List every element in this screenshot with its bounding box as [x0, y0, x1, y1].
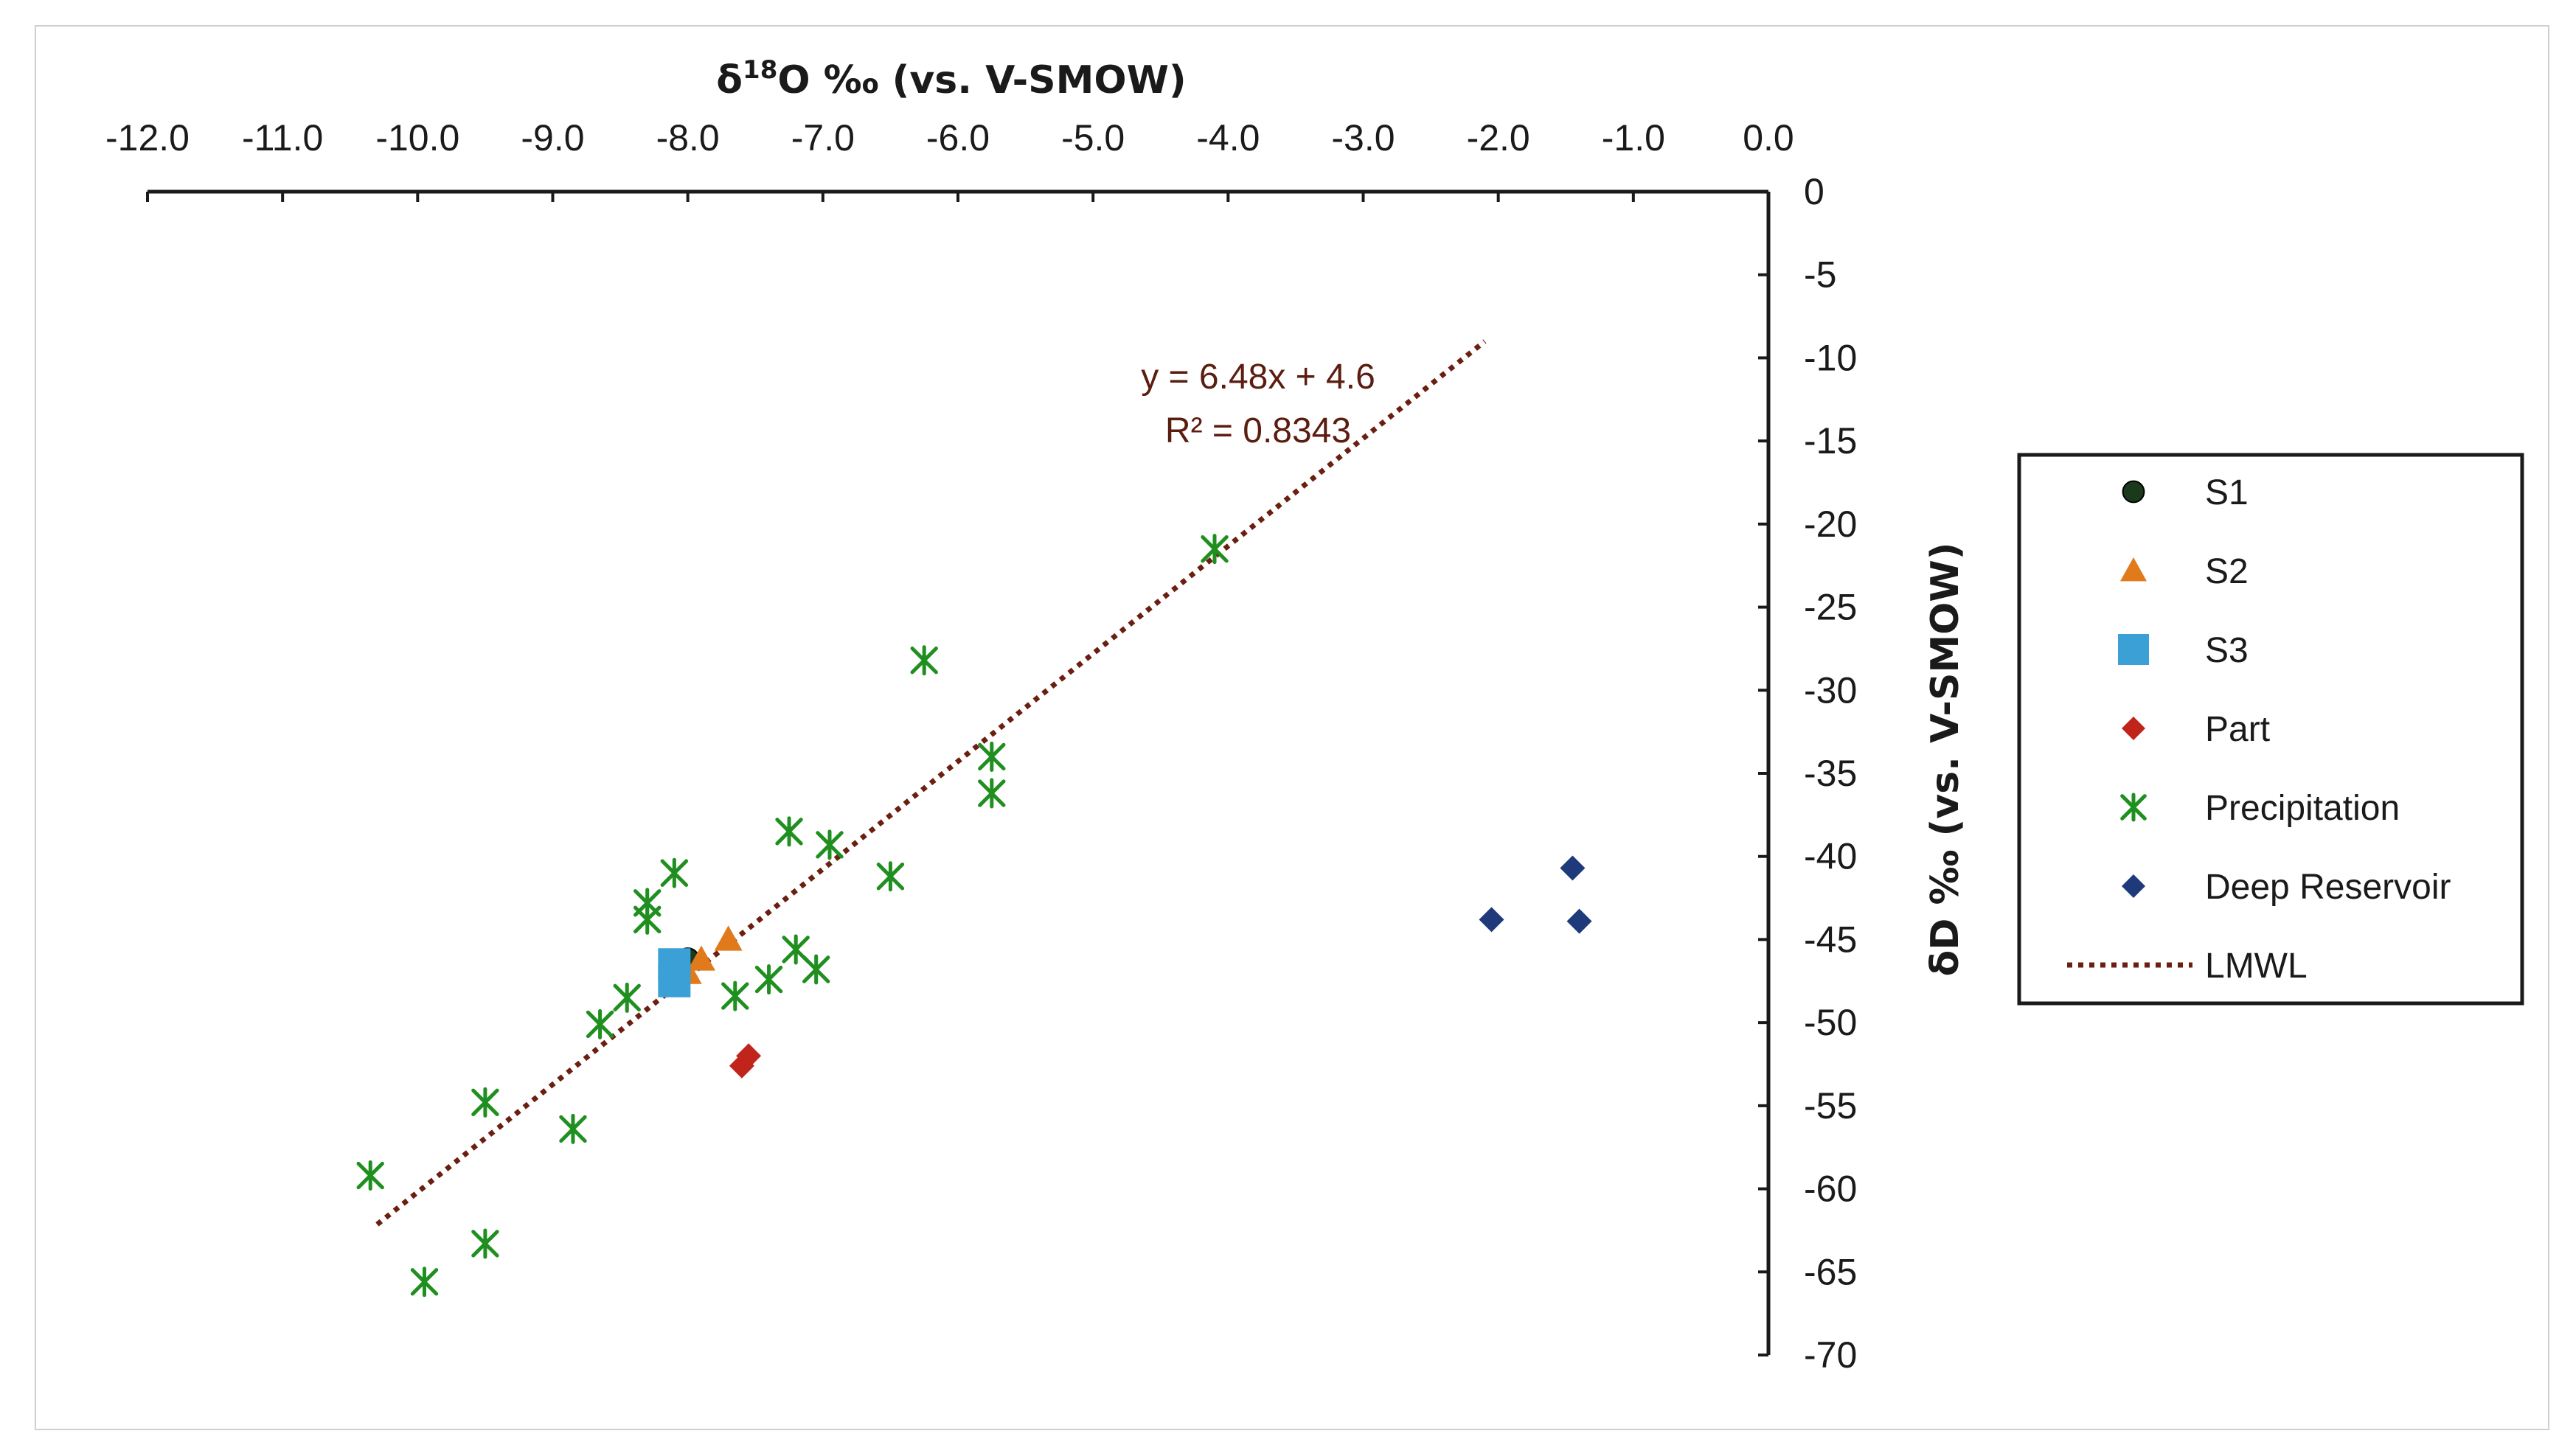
- x-axis-ticks: -12.0 -11.0 -10.0 -9.0 -8.0 -7.0 -6.0 -5.0 -4.0 -…: [105, 117, 1794, 202]
- x-tick-label: -4.0: [1196, 117, 1260, 159]
- precipitation-point: [802, 954, 830, 985]
- legend-label: LMWL: [2205, 947, 2308, 986]
- legend-box: [2017, 453, 2524, 1006]
- part-point: [729, 1053, 754, 1079]
- x-tick-label: -6.0: [926, 117, 990, 159]
- y-axis-ticks: 0 -5 -10 -15 -20 -25 -30 -35 -40 -45 -50 -55 -60 -65 -…: [1758, 171, 1857, 1376]
- precipitation-point: [1201, 534, 1229, 565]
- x-tick-label: -10.0: [375, 117, 459, 159]
- precipitation-point: [559, 1113, 587, 1144]
- x-tick-label: 0.0: [1743, 117, 1794, 159]
- legend-item-s1: S1: [2122, 473, 2249, 512]
- y-tick-label: -50: [1804, 1002, 1857, 1043]
- x-tick-label: -12.0: [105, 117, 190, 159]
- legend-symbol: [2122, 717, 2145, 740]
- x-tick-label: -5.0: [1061, 117, 1125, 159]
- precipitation-point: [978, 778, 1006, 809]
- data-points-layer: [356, 534, 1592, 1297]
- y-axis-title: δD ‰ (vs. V-SMOW): [1923, 542, 1968, 976]
- legend-item-lmwl: LMWL: [2067, 947, 2308, 986]
- legend-symbol: [2122, 480, 2145, 504]
- legend-symbol: [2120, 557, 2147, 582]
- trendline-layer: y = 6.48x + 4.6 R² = 0.8343: [375, 339, 1487, 1227]
- legend-item-precipitation: Precipitation: [2120, 789, 2400, 828]
- y-tick-label: -10: [1804, 337, 1857, 378]
- x-tick-label: -11.0: [242, 117, 323, 159]
- x-tick-label: -2.0: [1467, 117, 1530, 159]
- x-tick-label: -3.0: [1331, 117, 1395, 159]
- precipitation-point: [876, 861, 905, 892]
- series-s3: [658, 948, 691, 997]
- legend: S1 S2 S3 Part Precipitation Deep Reservoir LMW…: [2017, 453, 2524, 1006]
- y-tick-label: -60: [1804, 1168, 1857, 1210]
- s3-point: [658, 964, 691, 997]
- x-tick-label: -1.0: [1602, 117, 1665, 159]
- series-part: [729, 1043, 762, 1079]
- series-precipitation: [356, 534, 1229, 1297]
- y-tick-label: -30: [1804, 669, 1857, 711]
- legend-label: Deep Reservoir: [2205, 868, 2451, 907]
- y-tick-label: -40: [1804, 836, 1857, 877]
- y-tick-label: -20: [1804, 504, 1857, 545]
- lmwl-trendline: [375, 339, 1487, 1227]
- series-deep-reservoir: [1479, 855, 1592, 934]
- y-tick-label: -35: [1804, 753, 1857, 794]
- x-axis-title-superscript: 18: [743, 55, 777, 85]
- x-tick-label: -8.0: [656, 117, 720, 159]
- x-tick-label: -7.0: [791, 117, 855, 159]
- precipitation-point: [775, 816, 803, 847]
- y-tick-label: -65: [1804, 1251, 1857, 1292]
- precipitation-point: [356, 1160, 384, 1191]
- deep-reservoir-point: [1560, 855, 1586, 881]
- precipitation-point: [660, 857, 689, 888]
- precipitation-point: [586, 1009, 614, 1039]
- y-tick-label: -45: [1804, 919, 1857, 960]
- s2-point: [714, 925, 743, 951]
- y-tick-label: -25: [1804, 587, 1857, 628]
- legend-item-part: Part: [2122, 710, 2270, 749]
- legend-symbol: [2120, 793, 2147, 822]
- legend-symbol: [2118, 634, 2149, 665]
- deep-reservoir-point: [1479, 907, 1504, 933]
- precipitation-point: [410, 1267, 439, 1297]
- legend-label: S3: [2205, 631, 2249, 670]
- x-axis-title: δ18O ‰ (vs. V-SMOW): [716, 55, 1186, 102]
- y-tick-label: -5: [1804, 254, 1836, 296]
- y-tick-label: -55: [1804, 1085, 1857, 1126]
- y-tick-label: -70: [1804, 1334, 1857, 1376]
- precipitation-point: [721, 980, 749, 1011]
- legend-label: Part: [2205, 710, 2270, 749]
- axes-layer: [147, 189, 1771, 1355]
- x-axis-title-rest: O ‰ (vs. V-SMOW): [777, 58, 1186, 102]
- x-axis-title-prefix: δ: [716, 58, 743, 102]
- precipitation-point: [754, 964, 783, 995]
- deep-reservoir-point: [1566, 908, 1592, 934]
- precipitation-point: [613, 982, 641, 1013]
- legend-label: S1: [2205, 473, 2249, 512]
- legend-item-deep-reservoir: Deep Reservoir: [2122, 868, 2451, 907]
- precipitation-point: [910, 645, 938, 676]
- legend-label: Precipitation: [2205, 789, 2400, 828]
- precipitation-point: [633, 904, 662, 935]
- legend-item-s3: S3: [2118, 631, 2249, 670]
- precipitation-point: [978, 741, 1006, 772]
- y-tick-label: -15: [1804, 420, 1857, 461]
- legend-symbol: [2122, 874, 2145, 898]
- precipitation-point: [471, 1228, 499, 1259]
- legend-item-s2: S2: [2120, 552, 2249, 591]
- y-tick-label: 0: [1804, 171, 1824, 212]
- precipitation-point: [471, 1087, 499, 1118]
- s2-point: [687, 945, 715, 971]
- x-tick-label: -9.0: [521, 117, 584, 159]
- legend-label: S2: [2205, 552, 2249, 591]
- legend-items: S1 S2 S3 Part Precipitation Deep Reservoir LMW…: [2067, 473, 2451, 986]
- trendline-r2: R² = 0.8343: [1165, 411, 1351, 450]
- precipitation-point: [816, 829, 844, 860]
- trendline-equation: y = 6.48x + 4.6: [1141, 358, 1375, 397]
